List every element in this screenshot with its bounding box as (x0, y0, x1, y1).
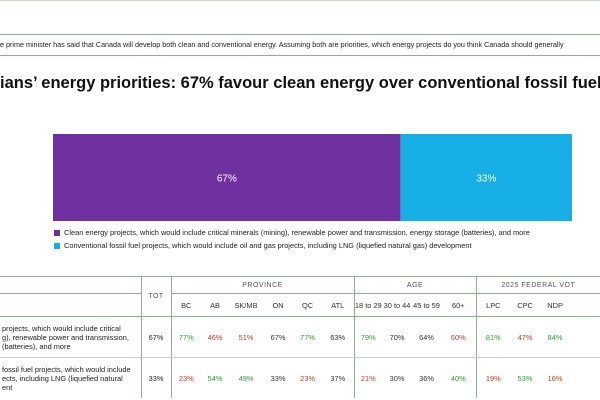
chart-legend: Clean energy projects, which would inclu… (54, 226, 530, 252)
cell-value: 67% (263, 316, 293, 358)
cell-value: 79% (354, 316, 383, 358)
page-title: ians’ energy priorities: 67% favour clea… (0, 74, 600, 92)
legend-swatch (54, 229, 60, 236)
group-header: 2025 FEDERAL VOT (476, 276, 600, 294)
table-row: projects, which would include critical g)… (0, 316, 600, 358)
cell-value: 84% (540, 316, 571, 358)
crosstab-table: TOT PROVINCE AGE 2025 FEDERAL VOT BC AB SK/M… (0, 276, 600, 398)
column-header: NDP (540, 293, 571, 317)
cell-value: 23% (178, 373, 194, 383)
bar-segment-1 (53, 134, 401, 221)
cell-value: 19% (485, 373, 501, 383)
legend-label: Clean energy projects, which would inclu… (64, 228, 530, 237)
cell-value: 54% (207, 373, 223, 383)
cell-value: 53% (517, 373, 533, 383)
blank-header (0, 276, 141, 294)
row-label: projects, which would include critical g)… (0, 316, 141, 358)
blank-subheader (0, 293, 141, 317)
cell-value: 64% (412, 316, 442, 358)
cell-value: 21% (360, 373, 376, 383)
cell-value: 36% (419, 373, 434, 383)
legend-label: Conventional fossil fuel projects, which… (64, 241, 472, 250)
bar-data-label-2: 33% (476, 174, 496, 185)
cell-value: 81% (476, 316, 511, 358)
cell-value: 77% (293, 316, 322, 358)
legend-item-2: Conventional fossil fuel projects, which… (54, 239, 530, 252)
total-header: TOT (140, 276, 172, 317)
cell-value: 63% (322, 316, 355, 358)
cell-value: 23% (300, 373, 315, 383)
legend-item-1: Clean energy projects, which would inclu… (54, 226, 530, 239)
column-header: AB (201, 293, 229, 317)
cell-value: 60% (441, 316, 477, 358)
cell-value: 30% (389, 373, 405, 383)
cell-value: 16% (547, 373, 563, 383)
column-header: 45 to 59 (412, 293, 442, 317)
stacked-bar-chart: 67% 33% (53, 134, 572, 221)
column-header: QC (293, 293, 322, 317)
total-value: 67% (140, 316, 172, 358)
group-header-row: TOT PROVINCE AGE 2025 FEDERAL VOT (0, 276, 600, 317)
top-rule (0, 0, 600, 1)
column-header: 60+ (441, 293, 477, 317)
cell-value (570, 358, 600, 399)
column-header: BC (171, 293, 201, 317)
cell-value: 47% (510, 316, 541, 358)
column-header-row: BC AB SK/MB ON QC ATL 18 to 29 30 to 44 45 to 59… (0, 293, 600, 317)
cell-value: 46% (201, 316, 229, 358)
row-label: fossil fuel projects, which would includ… (2, 364, 131, 392)
bar-segment-2 (400, 134, 572, 221)
cell-value: 37% (322, 357, 355, 398)
total-value: 33% (140, 357, 172, 398)
column-header: 18 to 29 (354, 293, 383, 317)
column-header: LPC (476, 293, 511, 317)
column-header: CPC (510, 293, 541, 317)
cell-value: 49% (238, 373, 254, 383)
column-header (570, 293, 600, 317)
group-header: PROVINCE (171, 276, 355, 294)
question-text: e prime minister has said that Canada wi… (0, 34, 600, 56)
cell-value: 70% (382, 316, 413, 358)
cell-value: 33% (270, 373, 286, 383)
column-header: 30 to 44 (382, 293, 413, 317)
cell-value: 51% (229, 316, 263, 358)
cell-value: 77% (171, 316, 201, 358)
legend-swatch (54, 242, 60, 249)
bar-data-label-1: 67% (217, 174, 237, 185)
cell-value: 40% (441, 357, 477, 398)
group-header: AGE (354, 276, 477, 294)
column-header: ON (263, 293, 293, 317)
cell-value (570, 316, 600, 358)
column-header: ATL (322, 293, 355, 317)
table-row: fossil fuel projects, which would includ… (0, 357, 600, 399)
column-header: SK/MB (229, 293, 263, 317)
